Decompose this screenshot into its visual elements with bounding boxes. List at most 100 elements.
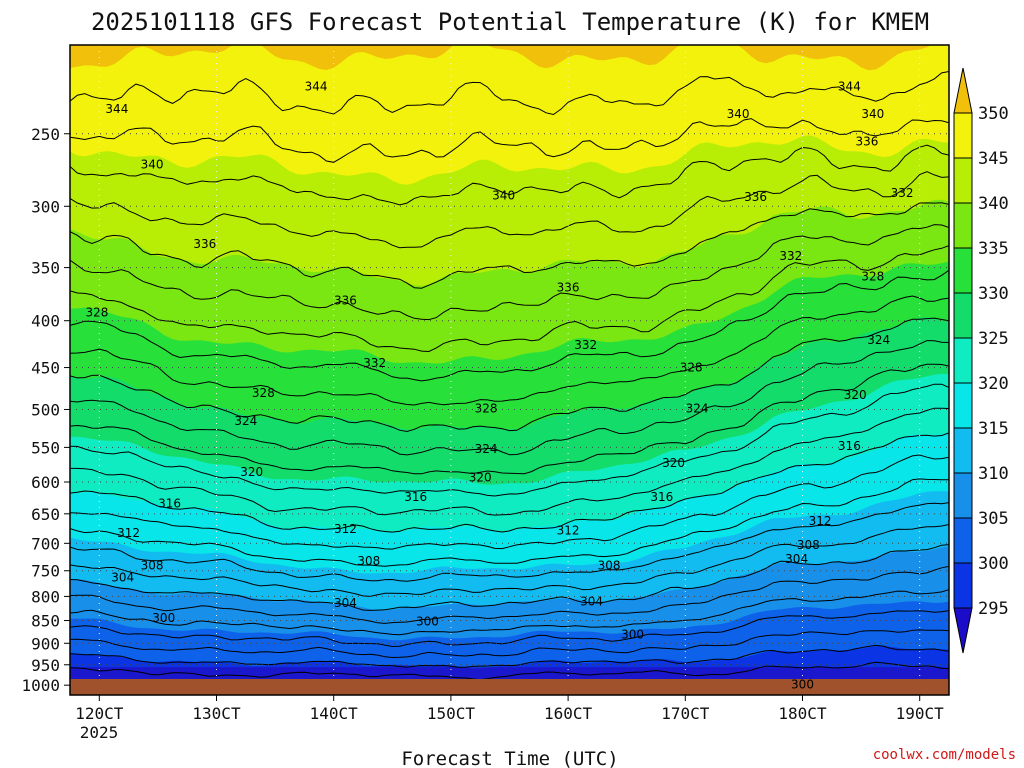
y-tick-label-450: 450 [31,359,60,378]
colorbar-label-305: 305 [978,509,1009,529]
colorbar-label-350: 350 [978,104,1009,124]
y-tick-label-400: 400 [31,312,60,331]
contour-label-20: 328 [475,402,498,416]
contour-label-0: 344 [305,80,328,94]
y-tick-label-700: 700 [31,534,60,553]
contour-label-39: 308 [598,558,621,572]
colorbar-box-3 [953,247,973,294]
x-axis: 120CT 130CT 140CT 150CT 160CT 170CT 180CT 190CT [75,695,944,723]
x-tick-label-170CT: 170CT [661,704,710,723]
contour-label-22: 324 [686,402,709,416]
contour-308 [70,565,949,624]
contour-label-42: 304 [334,596,357,610]
contour-label-8: 336 [744,190,767,204]
colorbar-label-340: 340 [978,194,1009,214]
contour-label-34: 312 [334,522,357,536]
y-tick-label-750: 750 [31,562,60,581]
contour-label-30: 316 [158,496,181,510]
contour-330 [70,317,949,433]
contour-332 [70,295,949,406]
y-tick-label-600: 600 [31,473,60,492]
contour-label-33: 312 [117,526,140,540]
chart-title: 2025101118 GFS Forecast Potential Temper… [91,8,929,36]
contour-label-29: 316 [838,439,861,453]
contour-label-2: 344 [838,80,861,94]
contour-label-31: 316 [404,490,427,504]
colorbar-box-0 [953,112,973,159]
contour-label-41: 304 [111,571,134,585]
contour-340 [70,202,949,289]
contour-312 [70,524,949,597]
colorbar-box-2 [953,202,973,249]
contour-label-17: 328 [861,270,884,284]
contour-label-35: 312 [557,524,580,538]
contour-306 [70,589,949,636]
x-tick-label-120CT: 120CT [75,704,124,723]
y-axis: 250 300 350 400 450 500 550 600 650 700 750 800 850 9… [21,125,70,695]
colorbar-box-10 [953,562,973,609]
contour-314 [70,502,949,582]
plot-frame [69,44,950,696]
y-tick-label-900: 900 [31,634,60,653]
colorbar-label-300: 300 [978,554,1009,574]
colorbar-box-8 [953,472,973,519]
colorbar-label-335: 335 [978,239,1009,259]
contour-label-14: 332 [363,356,386,370]
contour-label-4: 340 [727,107,750,121]
contour-label-11: 336 [557,281,580,295]
contour-label-45: 300 [152,611,175,625]
colorbar-box-4 [953,292,973,339]
contour-label-46: 300 [416,614,439,628]
contour-labels: 3443443443403403403403363363363363363323… [86,80,914,692]
y-tick-label-500: 500 [31,400,60,419]
contour-label-5: 340 [492,189,515,203]
contour-342 [70,171,949,249]
colorbar-box-6 [953,382,973,429]
contour-316 [70,478,949,567]
x-tick-label-190CT: 190CT [896,704,945,723]
contour-label-13: 332 [779,249,802,263]
contour-label-18: 328 [680,361,703,375]
y-tick-label-650: 650 [31,505,60,524]
colorbar-box-7 [953,427,973,474]
contour-334 [70,269,949,382]
contour-label-28: 320 [662,456,685,470]
contour-label-24: 324 [475,442,498,456]
contour-310 [70,544,949,611]
y-tick-label-1000: 1000 [21,676,60,695]
colorbar-label-310: 310 [978,464,1009,484]
shaded-bands [70,45,949,695]
colorbar-bottom-arrow [953,607,973,654]
contour-label-6: 340 [861,107,884,121]
contour-label-3: 340 [141,157,164,171]
y-tick-label-350: 350 [31,259,60,278]
x-tick-label-130CT: 130CT [192,704,241,723]
y-tick-label-250: 250 [31,125,60,144]
contour-label-38: 308 [357,554,380,568]
contour-label-23: 324 [234,414,257,428]
colorbar-label-320: 320 [978,374,1009,394]
contour-label-7: 336 [856,135,879,149]
plot-area [70,45,949,695]
contour-324 [70,383,949,497]
x-tick-label-160CT: 160CT [544,704,593,723]
colorbar-label-325: 325 [978,329,1009,349]
contour-label-25: 320 [844,388,867,402]
colorbar-label-345: 345 [978,149,1009,169]
x-axis-year: 2025 [80,723,119,742]
contour-label-9: 336 [193,237,216,251]
contour-label-37: 308 [141,558,164,572]
contour-label-27: 320 [469,470,492,484]
colorbar-box-9 [953,517,973,564]
x-tick-label-150CT: 150CT [427,704,476,723]
contour-label-26: 320 [240,465,263,479]
colorbar-label-315: 315 [978,419,1009,439]
contour-label-15: 332 [574,338,597,352]
colorbar-box-1 [953,157,973,204]
y-tick-label-800: 800 [31,587,60,606]
contour-label-36: 312 [809,514,832,528]
x-axis-label: Forecast Time (UTC) [401,748,618,768]
contour-label-47: 300 [621,627,644,641]
contour-label-32: 316 [650,490,673,504]
